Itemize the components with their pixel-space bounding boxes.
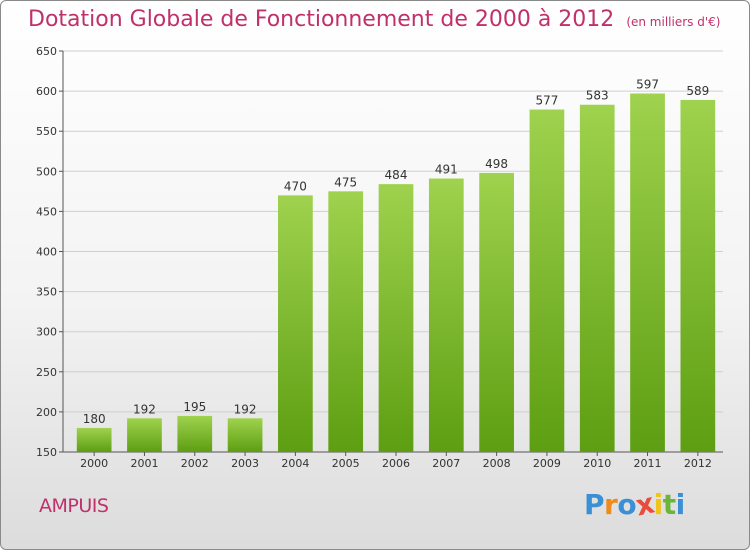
y-tick-label: 600: [36, 85, 57, 98]
x-tick-label: 2007: [432, 457, 460, 470]
bar: [177, 415, 213, 452]
value-label: 583: [586, 89, 609, 103]
value-label: 597: [636, 78, 659, 92]
logo-letter: o: [617, 488, 637, 521]
proxiti-logo: Proxiti: [584, 487, 686, 523]
bar: [579, 104, 615, 452]
value-label: 192: [234, 402, 257, 416]
bar: [76, 427, 112, 452]
bars: [76, 93, 716, 453]
value-label: 491: [435, 163, 458, 177]
y-tick-label: 150: [36, 446, 57, 459]
logo-letter: t: [662, 488, 676, 521]
y-tick-label: 250: [36, 366, 57, 379]
y-tick-label: 500: [36, 165, 57, 178]
bar: [328, 191, 364, 452]
bar: [529, 109, 565, 453]
bar: [428, 178, 464, 452]
value-labels: 180 192 195 192 470 475 484 491 498 577 583 597 589: [83, 78, 710, 426]
value-label: 195: [183, 400, 206, 414]
value-label: 180: [83, 412, 106, 426]
x-tick-label: 2009: [533, 457, 561, 470]
x-tick-label: 2012: [684, 457, 712, 470]
commune-name: AMPUIS: [39, 495, 109, 517]
x-tick-label: 2000: [80, 457, 108, 470]
x-tick-label: 2006: [382, 457, 410, 470]
x-tick-label: 2003: [231, 457, 259, 470]
logo-letter: P: [584, 488, 605, 521]
y-tick-label: 300: [36, 326, 57, 339]
logo-letter: i: [675, 488, 686, 521]
chart-subtitle: (en milliers d'€): [626, 15, 721, 29]
bar: [378, 184, 414, 452]
bar: [278, 195, 313, 453]
x-tick-label: 2001: [130, 457, 158, 470]
logo-letter: i: [653, 488, 664, 521]
x-tick-labels: 2000 2001 2002 2003 2004 2005 2006 2007 2008 2009…: [80, 452, 712, 470]
x-tick-label: 2011: [634, 457, 662, 470]
chart-title: Dotation Globale de Fonctionnement de 20…: [28, 7, 720, 32]
bar: [127, 418, 162, 452]
x-tick-label: 2005: [332, 457, 360, 470]
bar: [227, 418, 263, 452]
value-label: 470: [284, 179, 307, 193]
logo-letter: r: [604, 488, 618, 521]
y-tick-label: 550: [36, 125, 57, 138]
y-tick-label: 650: [36, 45, 57, 58]
y-tick-labels: 150 200 250 300 350 400 450 500 550 600 650: [36, 45, 57, 459]
y-tick-label: 450: [36, 205, 57, 218]
x-tick-label: 2004: [281, 457, 309, 470]
bar: [479, 172, 514, 453]
bar: [680, 99, 716, 452]
y-tick-label: 200: [36, 406, 57, 419]
x-tick-label: 2008: [483, 457, 511, 470]
x-tick-label: 2002: [181, 457, 209, 470]
value-label: 475: [334, 175, 357, 189]
y-tick-label: 350: [36, 286, 57, 299]
value-label: 192: [133, 402, 156, 416]
title-text: Dotation Globale de Fonctionnement de 20…: [28, 7, 615, 32]
y-tick-label: 400: [36, 246, 57, 259]
value-label: 484: [385, 168, 408, 182]
value-label: 498: [485, 157, 508, 171]
value-label: 589: [686, 84, 709, 98]
value-label: 577: [535, 94, 558, 108]
x-tick-label: 2010: [583, 457, 611, 470]
bar: [630, 93, 665, 453]
